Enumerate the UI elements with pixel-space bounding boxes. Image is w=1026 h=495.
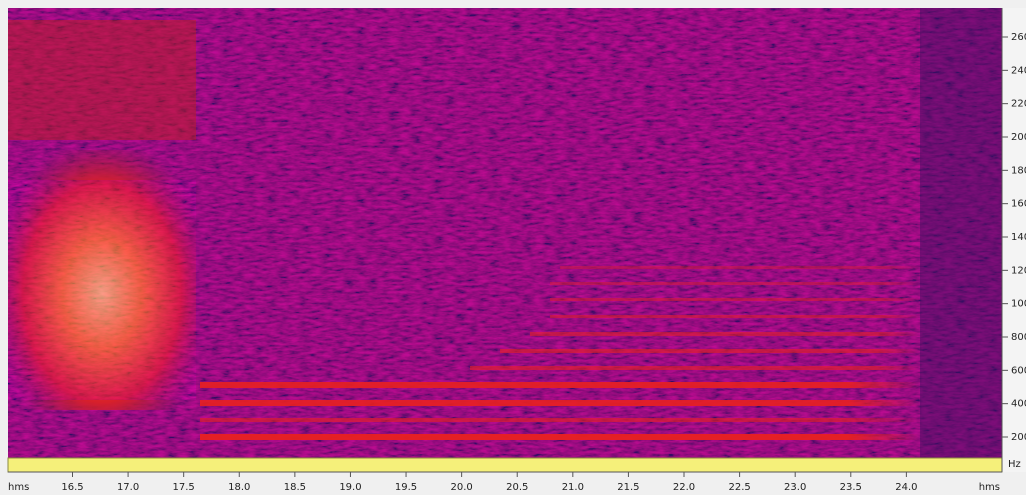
y-tick-label: 1200	[1011, 265, 1026, 276]
y-tick-label: 600	[1011, 365, 1026, 376]
x-tick-label: 17.5	[173, 482, 195, 493]
y-tick-label: 200	[1011, 432, 1026, 443]
y-tick-label: 1800	[1011, 165, 1026, 176]
harmonic	[560, 266, 920, 269]
x-tick-label: 20.0	[451, 482, 473, 493]
y-tick-label: 1400	[1011, 232, 1026, 243]
x-unit-label: hms	[979, 482, 1000, 493]
y-tick-label: 800	[1011, 332, 1026, 343]
x-tick-label: 18.5	[284, 482, 306, 493]
harmonic	[200, 382, 920, 388]
y-tick-label: 400	[1011, 399, 1026, 410]
harmonic	[550, 315, 920, 318]
y-tick-label: 2400	[1011, 65, 1026, 76]
burst-upper	[8, 20, 196, 140]
x-tick-label: 23.5	[840, 482, 862, 493]
x-tick-label: 18.0	[228, 482, 250, 493]
y-tick-label: 2000	[1011, 132, 1026, 143]
harmonic	[530, 332, 920, 336]
y-tick-label: 2600	[1011, 32, 1026, 43]
level-bar	[7, 457, 1003, 473]
harmonics	[200, 266, 920, 440]
x-unit-label: hms	[8, 482, 29, 493]
x-tick-label: 23.0	[784, 482, 806, 493]
harmonic	[200, 400, 920, 406]
harmonic	[470, 366, 920, 370]
harmonic	[200, 418, 920, 422]
x-tick-label: 19.5	[395, 482, 417, 493]
x-tick-label: 17.0	[117, 482, 139, 493]
spectrogram-image	[8, 8, 1002, 458]
x-tick-label: 16.5	[61, 482, 83, 493]
burst-noise	[8, 180, 196, 400]
y-tick-label: 2200	[1011, 99, 1026, 110]
harmonic	[200, 434, 920, 440]
x-tick-label: 24.0	[895, 482, 917, 493]
y-tick-label: 1600	[1011, 199, 1026, 210]
y-tick-label: 1000	[1011, 299, 1026, 310]
harmonic	[550, 282, 920, 285]
y-unit-label: Hz	[1008, 459, 1021, 470]
x-tick-label: 22.5	[728, 482, 750, 493]
harmonic	[500, 349, 920, 353]
x-tick-label: 19.0	[339, 482, 361, 493]
quiet-tail	[920, 8, 1002, 458]
x-tick-label: 21.0	[562, 482, 584, 493]
x-tick-label: 21.5	[617, 482, 639, 493]
y-axis-panel	[1002, 8, 1026, 472]
x-tick-label: 20.5	[506, 482, 528, 493]
x-tick-label: 22.0	[673, 482, 695, 493]
harmonic	[550, 298, 920, 301]
